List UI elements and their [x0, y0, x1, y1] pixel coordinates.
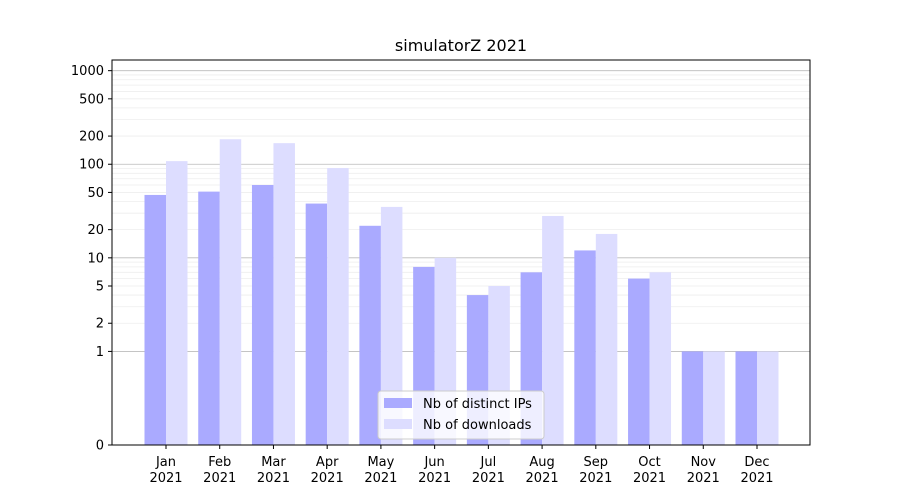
- legend-swatch-downloads: [384, 419, 412, 429]
- bar-downloads: [219, 139, 242, 445]
- bar-distinct-ips: [198, 191, 220, 445]
- x-tick-label: Jan 2021: [149, 455, 182, 486]
- y-tick-label: 50: [87, 186, 104, 201]
- legend-label-downloads: Nb of downloads: [423, 418, 532, 433]
- x-axis-ticks: Jan 2021 Feb 2021 Mar 2021 Apr 2021 May 2021 Jun 20…: [149, 445, 774, 486]
- x-tick-label: Jul 2021: [472, 455, 505, 486]
- bar-downloads: [380, 206, 403, 445]
- bar-downloads: [166, 161, 188, 445]
- bar-distinct-ips: [144, 194, 166, 445]
- bar-distinct-ips: [681, 351, 704, 445]
- bar-distinct-ips: [628, 278, 650, 445]
- x-tick-label: Nov 2021: [687, 455, 720, 486]
- y-tick-label: 1000: [71, 64, 104, 79]
- bar-downloads: [703, 351, 725, 445]
- plot-frame: [111, 59, 811, 446]
- bar-distinct-ips: [251, 185, 274, 445]
- bar-downloads: [542, 215, 564, 445]
- x-tick-label: Dec 2021: [740, 455, 773, 486]
- bar-downloads: [649, 272, 672, 445]
- y-tick-label: 200: [79, 130, 104, 145]
- y-tick-label: 20: [87, 223, 104, 238]
- legend: Nb of distinct IPs Nb of downloads: [377, 390, 545, 440]
- chart-title: simulatorZ 2021: [395, 36, 527, 55]
- x-tick-label: Feb 2021: [203, 455, 236, 486]
- x-tick-label: Oct 2021: [633, 455, 666, 486]
- x-tick-label: Apr 2021: [311, 455, 344, 486]
- y-tick-label: 500: [79, 92, 104, 107]
- y-tick-label: 1: [96, 345, 104, 360]
- bar-downloads: [273, 143, 295, 445]
- legend-label-ips: Nb of distinct IPs: [423, 397, 532, 412]
- x-tick-label: May 2021: [364, 455, 397, 486]
- bar-distinct-ips: [359, 225, 381, 445]
- y-tick-label: 2: [96, 317, 104, 332]
- bar-distinct-ips: [305, 203, 328, 445]
- y-axis-ticks: 0 1 2 5 10 20 50 100 200 500 1000: [71, 64, 112, 454]
- x-tick-label: Aug 2021: [526, 455, 559, 486]
- x-tick-label: Mar 2021: [257, 455, 290, 486]
- bars: [144, 139, 779, 445]
- legend-box: [377, 390, 545, 440]
- bar-distinct-ips: [735, 351, 757, 445]
- x-tick-label: Sep 2021: [579, 455, 612, 486]
- bar-downloads: [327, 168, 349, 445]
- legend-swatch-ips: [384, 398, 412, 408]
- bar-downloads: [595, 233, 618, 445]
- y-tick-label: 0: [96, 439, 104, 454]
- y-tick-label: 10: [87, 251, 104, 266]
- y-tick-label: 100: [79, 158, 104, 173]
- bar-downloads: [757, 351, 779, 445]
- y-tick-label: 5: [96, 280, 104, 295]
- bar-distinct-ips: [574, 250, 596, 445]
- x-tick-label: Jun 2021: [418, 455, 451, 486]
